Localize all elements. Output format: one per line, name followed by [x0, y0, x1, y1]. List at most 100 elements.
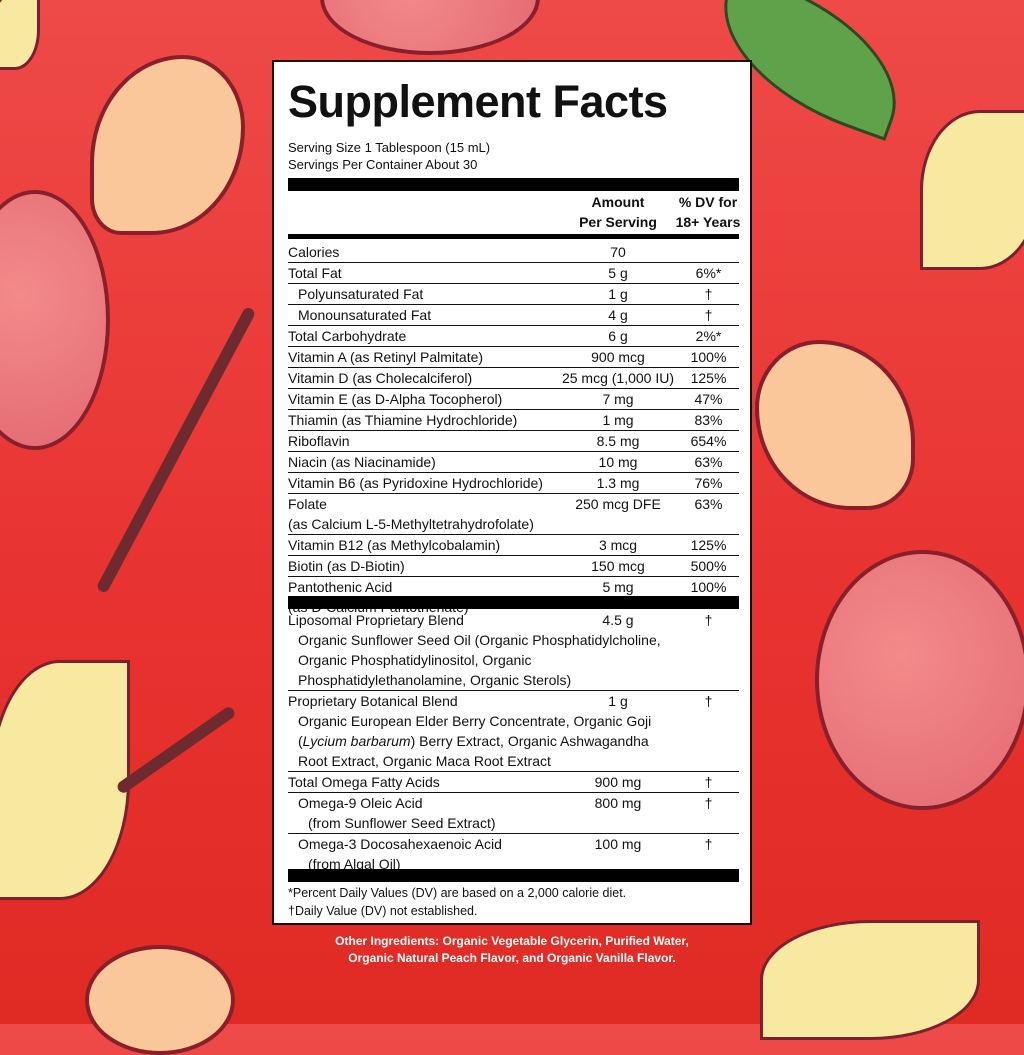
daily-value: † — [704, 307, 713, 323]
vanilla-flower-illustration — [760, 920, 980, 1040]
table-row: Riboflavin 8.5 mg 654% — [288, 431, 739, 452]
table-row: Vitamin E (as D-Alpha Tocopherol) 7 mg 47% — [288, 389, 739, 410]
blend-name: Omega-3 Docosahexaenoic Acid — [298, 836, 502, 852]
blend-description: Phosphatidylethanolamine, Organic Sterol… — [298, 672, 572, 688]
daily-value: † — [704, 836, 713, 852]
daily-value: 76% — [694, 475, 723, 491]
other-ingredients: Other Ingredients: Organic Vegetable Gly… — [335, 934, 689, 965]
blend-description: Organic European Elder Berry Concentrate… — [298, 713, 652, 729]
blend-description: (from Sunflower Seed Extract) — [308, 815, 496, 831]
footnote-dagger: †Daily Value (DV) not established. — [288, 904, 478, 918]
table-row: Calories 70 — [288, 242, 739, 263]
apple-illustration — [320, 0, 540, 55]
nutrient-label: Polyunsaturated Fat — [298, 286, 424, 302]
amount-header: Amount Per Serving — [579, 194, 657, 230]
amount: 4 g — [608, 307, 628, 323]
table-row: Liposomal Proprietary Blend 4.5 g † Organic… — [288, 610, 739, 691]
botanical-name: Lycium barbarum — [302, 733, 411, 749]
daily-value: † — [704, 795, 713, 811]
daily-value: 125% — [690, 537, 727, 553]
table-row: Folate (as Calcium L-5-Methyltetrahydrofo… — [288, 494, 739, 535]
blend-name: Liposomal Proprietary Blend — [288, 612, 464, 628]
divider-thick — [288, 178, 739, 191]
nutrient-name: Niacin (as Niacinamide) — [288, 452, 558, 472]
blend-description: Root Extract, Organic Maca Root Extract — [298, 753, 551, 769]
amount: 1 mg — [602, 412, 634, 428]
table-row: Vitamin A (as Retinyl Palmitate) 900 mcg 1… — [288, 347, 739, 368]
nutrient-label: Monounsaturated Fat — [298, 307, 432, 323]
amount: 7 mg — [602, 391, 634, 407]
table-row: Thiamin (as Thiamine Hydrochloride) 1 mg 8… — [288, 410, 739, 431]
table-row: Proprietary Botanical Blend 1 g † Organic E… — [288, 691, 739, 772]
nutrient-label: Niacin (as Niacinamide) — [288, 454, 436, 470]
nutrient-name: Vitamin B6 (as Pyridoxine Hydrochloride) — [288, 473, 558, 493]
table-row: Total Fat 5 g 6%* — [288, 263, 739, 284]
table-row: Omega-3 Docosahexaenoic Acid 100 mg † (from… — [288, 834, 739, 874]
nutrient-name: Monounsaturated Fat — [288, 305, 558, 325]
nutrient-label: Vitamin A (as Retinyl Palmitate) — [288, 349, 484, 365]
daily-value: 100% — [690, 579, 727, 595]
daily-value: 6%* — [695, 265, 722, 281]
blend-description: Organic Sunflower Seed Oil (Organic Phos… — [298, 632, 661, 648]
nutrient-name: Vitamin D (as Cholecalciferol) — [288, 368, 558, 388]
supplement-facts-panel: Supplement Facts Serving Size 1 Tablespo… — [272, 60, 752, 925]
blend-name: Omega-9 Oleic Acid — [298, 795, 423, 811]
amount: 5 g — [608, 265, 628, 281]
divider-thick — [288, 596, 739, 609]
nutrient-name: Total Carbohydrate — [288, 326, 558, 346]
nutrient-name: Calories — [288, 242, 558, 262]
daily-value: 63% — [694, 496, 723, 512]
divider-medium — [288, 234, 739, 239]
footnote-dv: *Percent Daily Values (DV) are based on … — [288, 886, 627, 900]
daily-value: 500% — [690, 558, 727, 574]
vanilla-flower-illustration — [0, 660, 130, 900]
peach-slice-illustration — [85, 945, 235, 1055]
peach-slice-illustration — [90, 55, 245, 235]
daily-value: † — [704, 774, 713, 790]
amount: 70 — [610, 244, 626, 260]
blend-description: Organic Phosphatidylinositol, Organic — [298, 652, 532, 668]
amount: 1.3 mg — [596, 475, 640, 491]
amount: 4.5 g — [602, 612, 634, 628]
vanilla-bean-illustration — [95, 305, 257, 595]
daily-value: † — [704, 693, 713, 709]
nutrient-label: Total Fat — [288, 265, 342, 281]
nutrient-source: (as Calcium L-5-Methyltetrahydrofolate) — [288, 516, 534, 532]
blend-name: Proprietary Botanical Blend — [288, 693, 458, 709]
table-row: Total Omega Fatty Acids 900 mg † — [288, 772, 739, 793]
amount: 10 mg — [598, 454, 638, 470]
amount: 150 mcg — [591, 558, 645, 574]
table-row: Polyunsaturated Fat 1 g † — [288, 284, 739, 305]
amount: 5 mg — [602, 579, 634, 595]
nutrient-label: Thiamin (as Thiamine Hydrochloride) — [288, 412, 518, 428]
daily-value: 2%* — [695, 328, 722, 344]
page-title: Supplement Facts — [288, 76, 668, 127]
nutrient-name: Folate (as Calcium L-5-Methyltetrahydrofo… — [288, 494, 558, 534]
daily-value: 654% — [690, 433, 727, 449]
nutrient-label: Pantothenic Acid — [288, 579, 393, 595]
blend-description: (from Algal Oil) — [308, 856, 401, 872]
daily-value: † — [704, 612, 713, 628]
peach-slice-illustration — [755, 340, 915, 510]
nutrient-label: Calories — [288, 244, 340, 260]
nutrient-label: Vitamin E (as D-Alpha Tocopherol) — [288, 391, 503, 407]
vanilla-bean-illustration — [115, 704, 237, 796]
nutrient-label: Vitamin B6 (as Pyridoxine Hydrochloride) — [288, 475, 543, 491]
nutrient-name: Polyunsaturated Fat — [288, 284, 558, 304]
blend-table: Liposomal Proprietary Blend 4.5 g † Organic… — [288, 610, 739, 874]
blend-name: Total Omega Fatty Acids — [288, 774, 440, 790]
dv-header: % DV for 18+ Years — [675, 194, 741, 230]
amount: 800 mg — [594, 795, 642, 811]
amount: 1 g — [608, 286, 628, 302]
nutrient-table: Calories 70 Total Fat 5 g 6%* Polyunsaturated… — [288, 242, 739, 617]
table-row: Biotin (as D-Biotin) 150 mcg 500% — [288, 556, 739, 577]
nutrient-label: Folate — [288, 496, 327, 512]
nutrient-label: Biotin (as D-Biotin) — [288, 558, 405, 574]
nutrient-label: Riboflavin — [288, 433, 350, 449]
table-row: Vitamin B6 (as Pyridoxine Hydrochloride)… — [288, 473, 739, 494]
nutrient-label: Vitamin D (as Cholecalciferol) — [288, 370, 473, 386]
nutrient-name: Thiamin (as Thiamine Hydrochloride) — [288, 410, 558, 430]
amount: 1 g — [608, 693, 628, 709]
table-row: Monounsaturated Fat 4 g † — [288, 305, 739, 326]
amount: 250 mcg DFE — [575, 496, 661, 512]
